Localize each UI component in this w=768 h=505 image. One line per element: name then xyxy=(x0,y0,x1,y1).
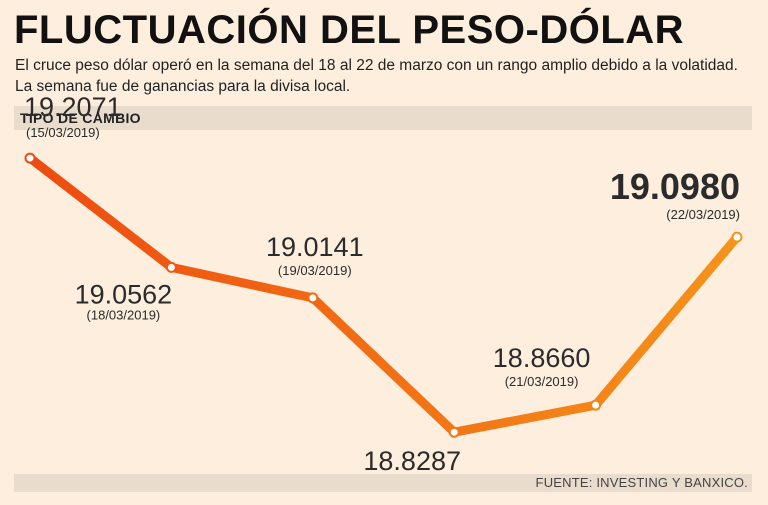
data-value-label: 19.2071 xyxy=(24,92,122,122)
data-point xyxy=(590,399,602,411)
data-point xyxy=(24,152,36,164)
data-date-label: (15/03/2019) xyxy=(26,125,100,140)
series-line xyxy=(25,153,742,437)
section-label: TIPO DE CAMBIO xyxy=(20,110,141,126)
data-date-label: (18/03/2019) xyxy=(87,307,161,322)
data-value-label: 18.8660 xyxy=(493,343,591,373)
data-value-label: 19.0562 xyxy=(75,279,173,309)
data-value-label: 18.8287 xyxy=(363,446,461,476)
data-date-label: (21/03/2019) xyxy=(505,374,579,389)
data-point xyxy=(307,292,319,304)
data-date-label: (22/03/2019) xyxy=(666,207,740,222)
data-point xyxy=(448,426,460,438)
chart-title: FLUCTUACIÓN DEL PESO-DÓLAR xyxy=(14,8,685,52)
section-header-bar: TIPO DE CAMBIO xyxy=(14,106,752,130)
data-point xyxy=(731,231,743,243)
data-value-label: 19.0141 xyxy=(266,232,364,262)
data-date-label: (19/03/2019) xyxy=(278,263,352,278)
source-bar: FUENTE: INVESTING Y BANXICO. xyxy=(14,474,752,492)
data-point xyxy=(165,261,177,273)
source-text: FUENTE: INVESTING Y BANXICO. xyxy=(535,475,748,490)
chart-subtitle: El cruce peso dólar operó en la semana d… xyxy=(15,57,738,95)
data-value-label: 19.0980 xyxy=(610,166,740,207)
